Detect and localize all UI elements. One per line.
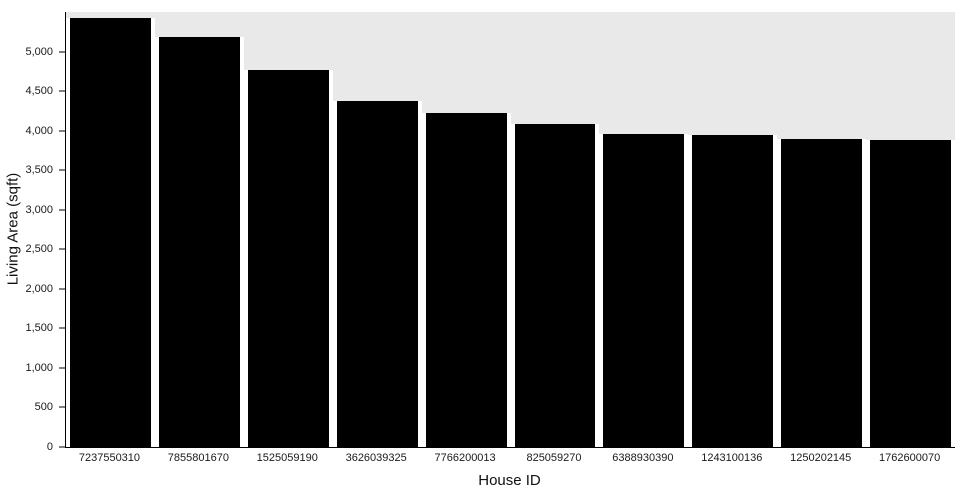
bar — [777, 138, 867, 447]
bar — [66, 18, 155, 447]
y-tick-mark — [59, 209, 65, 211]
bar — [599, 133, 689, 447]
bar — [510, 124, 600, 447]
x-tick-label: 6388930390 — [612, 452, 674, 464]
y-tick-label: 1,500 — [25, 322, 53, 335]
bar — [243, 69, 333, 447]
bar-band — [243, 12, 333, 447]
bar-band — [777, 12, 867, 447]
y-tick-mark — [59, 406, 65, 408]
bar-band — [421, 12, 511, 447]
x-tick-label: 1243100136 — [701, 452, 763, 464]
y-tick-mark — [59, 130, 65, 132]
y-tick-label: 2,000 — [25, 282, 53, 295]
bar-band — [866, 12, 956, 447]
x-axis-title: House ID — [478, 472, 541, 489]
bar-band — [510, 12, 600, 447]
bar — [154, 37, 244, 447]
x-tick-label: 1250202145 — [790, 452, 852, 464]
bar-band — [599, 12, 689, 447]
x-axis: 7237550310 7855801670 1525059190 3626039325… — [65, 452, 954, 464]
y-tick-label: 2,500 — [25, 243, 53, 256]
x-tick-label: 7766200013 — [434, 452, 496, 464]
bar-band — [154, 12, 244, 447]
y-tick-mark — [59, 327, 65, 329]
bar-band — [66, 12, 155, 447]
x-tick-label: 7855801670 — [167, 452, 229, 464]
bar-band — [688, 12, 778, 447]
y-tick-mark — [59, 51, 65, 53]
y-tick-label: 5,000 — [25, 45, 53, 58]
bar — [421, 113, 511, 447]
y-tick-label: 3,000 — [25, 203, 53, 216]
x-tick-label: 7237550310 — [78, 452, 141, 464]
y-tick-label: 1,000 — [25, 361, 53, 374]
bar — [332, 100, 422, 447]
y-axis: 0 500 1,000 1,500 2,000 2,500 3,000 3,500 4,000 4… — [0, 12, 65, 453]
y-tick-mark — [59, 169, 65, 171]
y-tick-label: 4,000 — [25, 124, 53, 137]
x-tick-label: 1762600070 — [879, 452, 941, 464]
y-tick-mark — [59, 248, 65, 250]
plot-area — [65, 12, 956, 448]
y-tick-mark — [59, 288, 65, 290]
bar-band — [332, 12, 422, 447]
bar — [688, 134, 778, 447]
y-tick-mark — [59, 367, 65, 369]
y-tick-label: 3,500 — [25, 164, 53, 177]
y-tick-label: 0 — [46, 441, 53, 453]
x-tick-label: 825059270 — [526, 452, 582, 464]
y-tick-label: 4,500 — [25, 85, 53, 98]
bar — [866, 140, 956, 447]
x-tick-label: 3626039325 — [345, 452, 407, 464]
y-tick-mark — [59, 90, 65, 92]
y-tick-mark — [59, 446, 65, 448]
x-tick-label: 1525059190 — [256, 452, 318, 464]
y-tick-label: 500 — [34, 401, 53, 414]
